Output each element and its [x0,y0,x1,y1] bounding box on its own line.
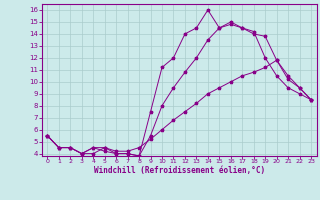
X-axis label: Windchill (Refroidissement éolien,°C): Windchill (Refroidissement éolien,°C) [94,166,265,175]
